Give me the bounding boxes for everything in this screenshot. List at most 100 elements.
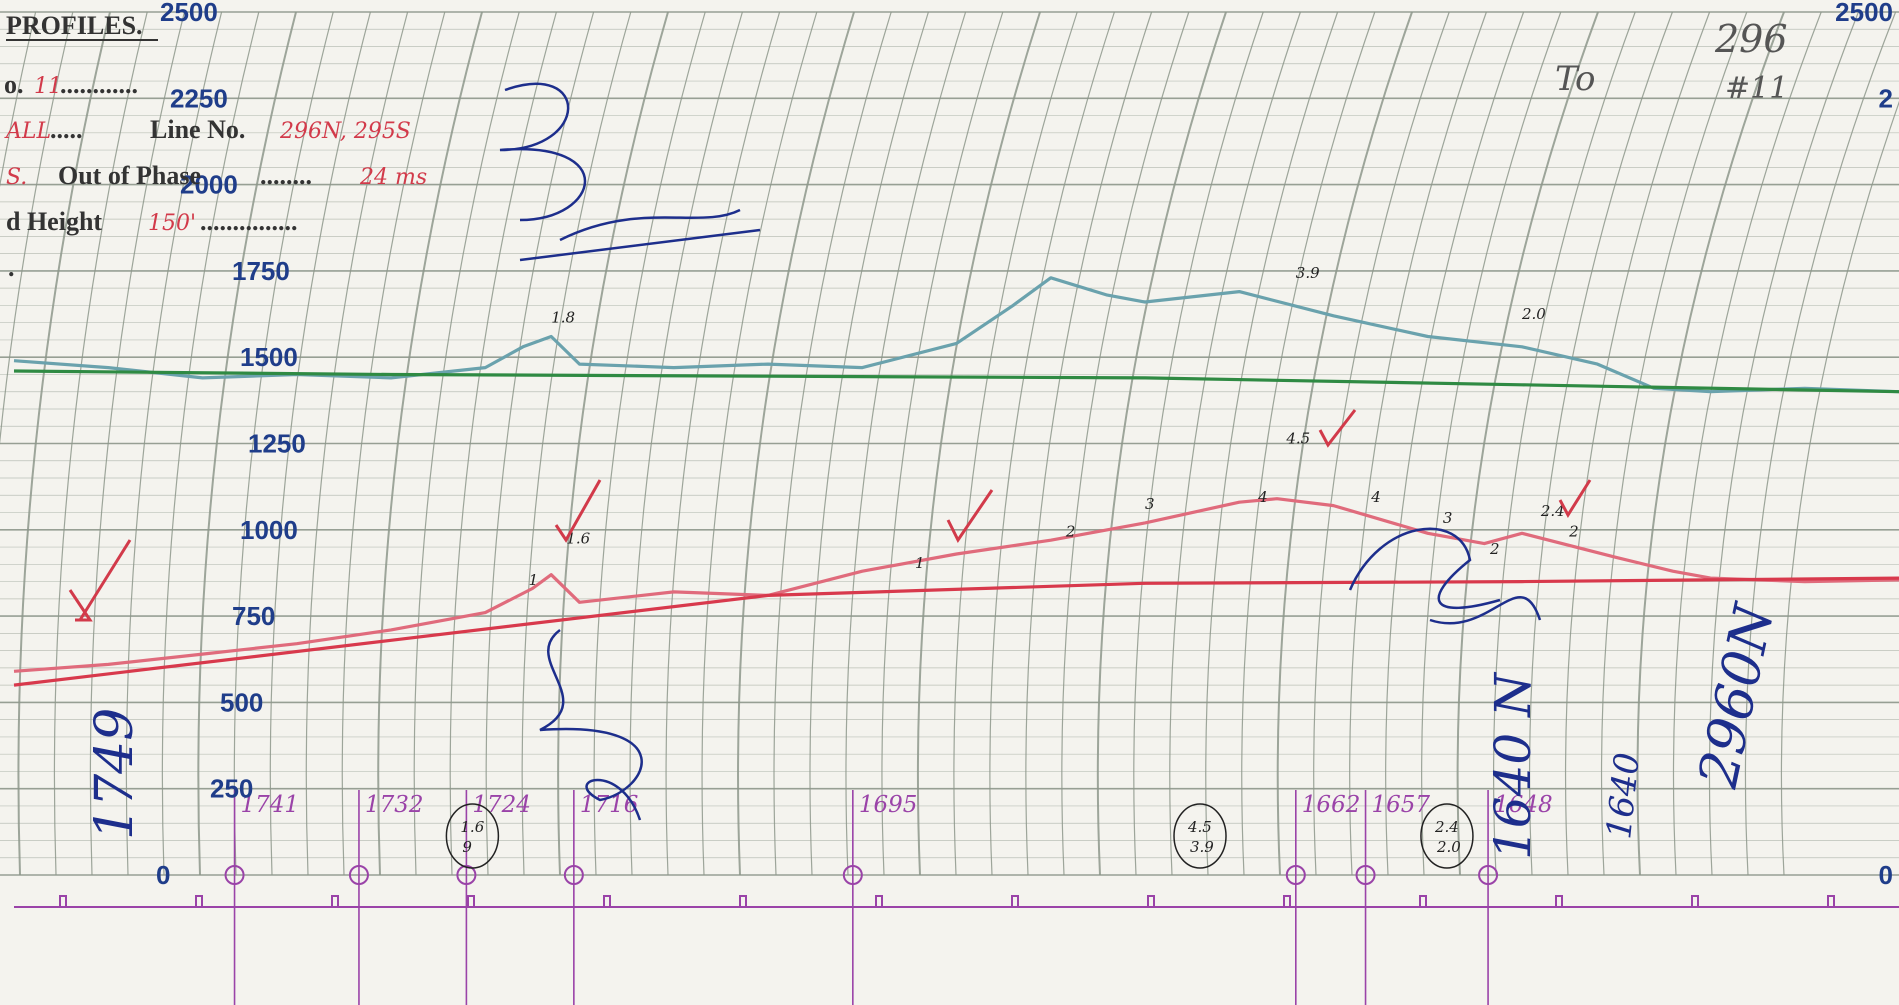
y-tick-label: 250 (210, 774, 253, 804)
point-label: 1.8 (551, 309, 575, 327)
y-tick-label: 2500 (160, 0, 218, 27)
grid-line-arc (989, 11, 1115, 876)
grid-line-arc (89, 11, 185, 876)
grid-line-arc (269, 11, 371, 876)
grid-line-arc (1421, 11, 1562, 876)
note-top-right-to: To (1555, 59, 1596, 99)
grid-line-arc (449, 11, 557, 876)
fiducial-tick (1691, 895, 1699, 907)
series-line-2 (13, 369, 1899, 394)
grid-line-arc (593, 11, 706, 876)
point-label: 4.5 (1285, 430, 1310, 448)
scribble-mid-right-2 (1429, 596, 1542, 625)
grid-line-arc (1133, 11, 1264, 876)
fiducial-label: 1695 (859, 792, 918, 818)
grid-line-arc (557, 11, 669, 876)
fiducial-tick (467, 895, 475, 907)
note-right-blue-3: 1640 (1599, 751, 1648, 841)
header-profiles: PROFILES. (6, 11, 143, 40)
point-labels: 1.8 3.9 2.0 1.6 4.5 2.4 1 1 2 3 4 4 3 2 2 (529, 264, 1579, 589)
grid-line-arc (916, 11, 1041, 876)
fiducial-tick (1419, 895, 1427, 907)
grid-line-arc (0, 11, 37, 188)
circled-note-top: 2.4 (1434, 818, 1459, 836)
point-label: 3 (1443, 509, 1453, 527)
note-right-blue-1: 1640 N (1484, 671, 1542, 860)
fiducial-tick (875, 895, 883, 907)
fiducial-label: 1662 (1302, 792, 1361, 818)
header-line2-value: 296N, 295S (279, 119, 411, 144)
fiducial-tick (1147, 895, 1155, 907)
header-line3-dots: ........ (260, 161, 312, 190)
fiducial-tick (1283, 895, 1291, 907)
y-tick-label: 1500 (240, 342, 298, 372)
y-tick-label: 1000 (240, 515, 298, 545)
series-layer (13, 276, 1899, 687)
grid-line-arc (377, 11, 483, 876)
fiducial-tick (739, 895, 747, 907)
fiducial-circle (1355, 865, 1376, 885)
grid-line-arc (413, 11, 520, 876)
grid-line-arc (0, 11, 74, 445)
grid-line-arc (1025, 11, 1153, 876)
grid-line-arc (773, 11, 892, 876)
grid-line-arc (845, 11, 967, 876)
circled-note-ring (1420, 803, 1474, 869)
header-line2-label: Line No. (150, 115, 245, 144)
point-label: 1 (529, 571, 539, 589)
grid-line-arc (1313, 11, 1450, 876)
header-line3-label: Out of Phase (58, 161, 201, 190)
fiducial-tick (1555, 895, 1563, 907)
grid-line-arc (521, 11, 632, 876)
check-mark-4 (1318, 409, 1357, 448)
header-line3-prefix: S. (6, 165, 27, 190)
fiducial-tick (603, 895, 611, 907)
y-tick-label: 1750 (232, 256, 290, 286)
grid-line-arc (1349, 11, 1487, 876)
check-mark-5 (1558, 479, 1592, 518)
fiducial-label: 1724 (472, 792, 531, 818)
grid-line-arc (809, 11, 929, 876)
grid-line-arc (1493, 11, 1636, 876)
point-label: 2.4 (1540, 502, 1565, 520)
grid-line-arc (665, 11, 781, 876)
scribble-mid-right (1348, 527, 1501, 609)
y-tick-label: 1250 (248, 429, 306, 459)
grid-line-arc (1096, 11, 1227, 876)
grid-line-arc (485, 11, 595, 876)
point-label: 2.0 (1521, 305, 1546, 323)
grid-line-arc (881, 11, 1004, 876)
grid-line-arc (17, 11, 111, 876)
header-line1-dots: ............ (60, 70, 138, 99)
y-tick-label: 0 (156, 860, 170, 890)
point-label: 2 (1489, 540, 1500, 558)
scribble-top-2 (519, 208, 761, 262)
y-axis: 2500225020001750150012501000750500250025… (156, 0, 1893, 890)
note-top-right-line: 296 (1714, 17, 1788, 61)
series-line-1 (13, 276, 1899, 394)
header-line1-prefix: o. (4, 70, 24, 99)
grid-line-arc (125, 11, 223, 876)
y-tick-label-right: 0 (1879, 860, 1893, 890)
fiducial-circle (224, 865, 245, 885)
header-line4-value: 150' (148, 211, 196, 236)
grid-line-arc (701, 11, 818, 876)
grid-line-arc (1529, 11, 1673, 876)
grid-line-arc (1241, 11, 1376, 876)
fiducial-label: 1648 (1494, 792, 1553, 818)
fiducial-circle (1478, 865, 1499, 885)
scribble-top-1 (499, 82, 586, 222)
check-mark-left (68, 539, 132, 622)
grid-line-arc (1205, 11, 1339, 876)
grid-line-arc (161, 11, 260, 876)
fiducial-tick (1011, 895, 1019, 907)
fiducial-tick (59, 895, 67, 907)
grid-line-arc (1061, 11, 1190, 876)
grid-line-arc (629, 11, 743, 876)
fiducial-label: 1732 (365, 792, 424, 818)
header-line2-prefix: ALL (4, 119, 51, 144)
note-top-right-sub: #11 (1725, 71, 1788, 106)
fiducial-tick (331, 895, 339, 907)
grid-line-arc (1744, 11, 1897, 876)
point-label: 3 (1145, 495, 1155, 513)
